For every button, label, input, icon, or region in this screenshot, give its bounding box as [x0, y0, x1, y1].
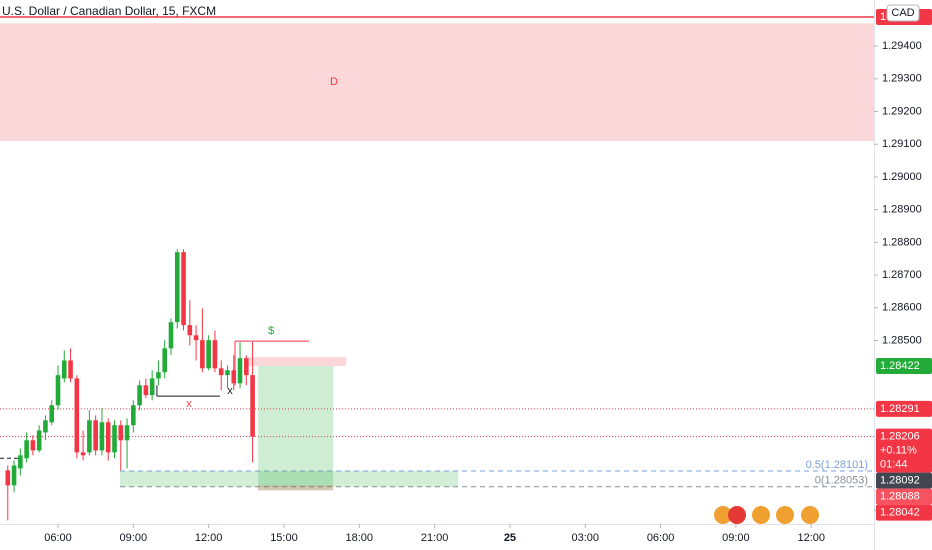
- candle-body: [225, 370, 230, 376]
- annotation: $: [268, 325, 274, 337]
- candle-body: [131, 405, 136, 426]
- x-tick-label: 12:00: [797, 532, 825, 544]
- candle-body: [143, 385, 149, 396]
- icon: [776, 506, 794, 524]
- price-label: 1.28042: [880, 507, 920, 519]
- price-label-bg: [876, 488, 932, 505]
- candle-body: [124, 425, 130, 441]
- candle-body: [149, 378, 155, 396]
- price-label-bg: [876, 400, 932, 417]
- target-bottom: [258, 485, 334, 491]
- candle-body: [11, 465, 17, 486]
- y-tick-label: 1.29300: [882, 73, 922, 85]
- candle-body: [174, 252, 180, 323]
- x-tick-label: 15:00: [270, 532, 298, 544]
- x-tick-label: 25: [504, 532, 516, 544]
- candle-body: [250, 375, 255, 437]
- candle-body: [244, 358, 249, 376]
- supply-zone: [0, 23, 874, 141]
- target-zone: [258, 366, 334, 491]
- candle-body: [168, 322, 174, 349]
- y-tick-label: 1.29000: [882, 171, 922, 183]
- candle-body: [5, 470, 11, 486]
- x-tick-label: 12:00: [195, 532, 223, 544]
- stop-zone: [248, 357, 347, 367]
- price-label-bg: [876, 472, 932, 489]
- price-label-bg: [876, 428, 932, 473]
- fib-label: 0.5(1.28101): [806, 459, 868, 471]
- y-tick-label: 1.29200: [882, 105, 922, 117]
- y-tick-label: 1.28800: [882, 236, 922, 248]
- candle-body: [68, 360, 73, 379]
- candle-body: [137, 385, 142, 406]
- candle-body: [212, 340, 218, 369]
- flag-icons: [714, 506, 819, 524]
- y-tick-label: 1.29100: [882, 138, 922, 150]
- icon: [752, 506, 770, 524]
- candle-body: [193, 335, 199, 341]
- x-tick-label: 09:00: [722, 532, 750, 544]
- y-tick-label: 1.29400: [882, 40, 922, 52]
- candle-body: [55, 375, 61, 406]
- icon: [801, 506, 819, 524]
- chart-title: U.S. Dollar / Canadian Dollar, 15, FXCM: [2, 4, 216, 18]
- price-label: 1.28422: [880, 360, 920, 372]
- fib-zone: [120, 471, 459, 487]
- candle-body: [87, 420, 92, 453]
- price-label-bg: [876, 358, 932, 375]
- candle-body: [49, 405, 55, 423]
- price-label: 1.28291: [880, 403, 920, 415]
- candle-body: [200, 340, 205, 369]
- price-label-bg: [876, 504, 932, 521]
- price-label: 1.28206: [880, 431, 920, 443]
- annotation: x: [227, 385, 233, 397]
- x-tick-label: 06:00: [44, 532, 72, 544]
- zone-label: D: [330, 76, 338, 88]
- price-label: 1.28088: [880, 491, 920, 503]
- x-tick-label: 06:00: [647, 532, 675, 544]
- candle-body: [218, 368, 224, 376]
- candle-body: [118, 425, 124, 441]
- candle-body: [156, 372, 161, 379]
- candle-body: [206, 340, 211, 369]
- annotation: x: [186, 398, 192, 410]
- icon: [728, 506, 746, 524]
- candle-body: [61, 360, 67, 379]
- candle-body: [187, 325, 193, 336]
- price-change: +0.11%: [880, 445, 917, 457]
- candle-body: [99, 422, 105, 451]
- price-label: 1.28092: [880, 475, 920, 487]
- fib-label: 0(1.28053): [815, 475, 868, 487]
- candle-body: [181, 252, 186, 326]
- candle-body: [80, 452, 86, 456]
- candle-body: [18, 455, 23, 469]
- candle-body: [36, 430, 42, 451]
- candle-body: [105, 422, 111, 453]
- candle-body: [74, 378, 80, 453]
- candle-body: [237, 358, 243, 384]
- x-tick-label: 18:00: [346, 532, 374, 544]
- candle-body: [43, 420, 48, 433]
- currency-label: CAD: [891, 7, 914, 19]
- candle-body: [93, 420, 98, 451]
- x-tick-label: 03:00: [571, 532, 599, 544]
- icon: [714, 506, 732, 524]
- candle-body: [24, 440, 29, 459]
- currency-badge: [886, 4, 920, 22]
- x-tick-label: 21:00: [421, 532, 449, 544]
- y-tick-label: 1.28700: [882, 269, 922, 281]
- candle-body: [162, 348, 168, 373]
- candle-body: [112, 425, 117, 453]
- y-tick-label: 1.28500: [882, 334, 922, 346]
- y-tick-label: 1.28900: [882, 204, 922, 216]
- candle-body: [30, 440, 36, 451]
- bar-countdown: 01:44: [880, 459, 908, 471]
- y-tick-label: 1.28600: [882, 302, 922, 314]
- x-tick-label: 09:00: [120, 532, 148, 544]
- candle-body: [231, 370, 237, 384]
